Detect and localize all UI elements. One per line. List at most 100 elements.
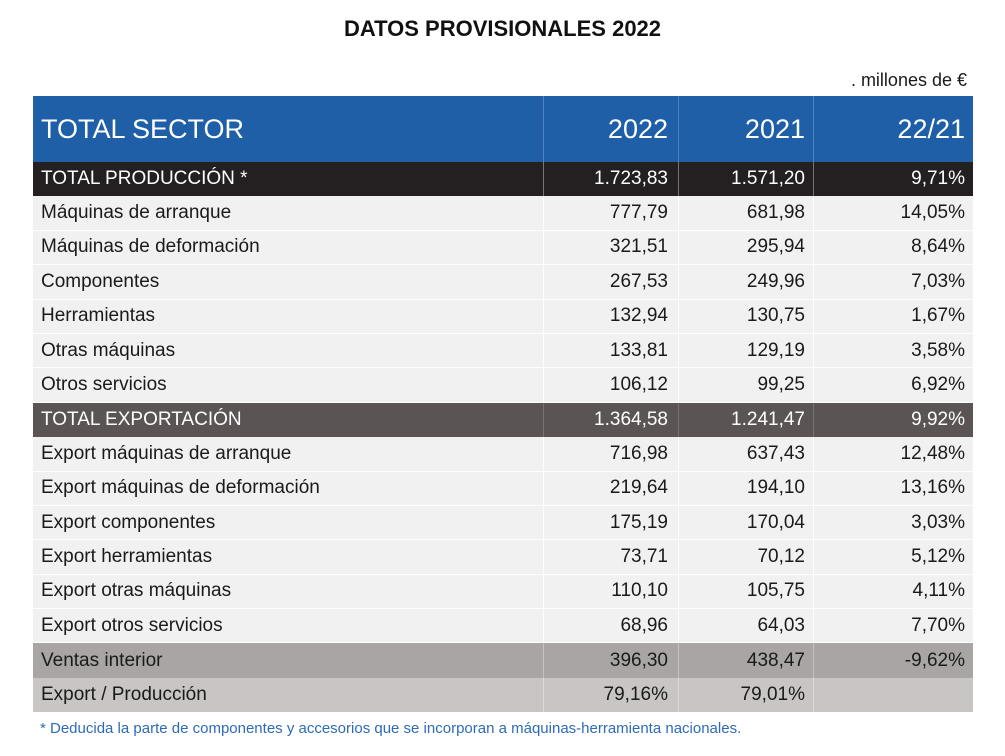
row-2022: 132,94 xyxy=(609,305,668,327)
row-label: Export otros servicios xyxy=(41,614,223,636)
row-2021: 105,75 xyxy=(746,580,805,602)
row-2022-cell: 133,81 xyxy=(544,333,679,368)
row-2022-cell: 396,30 xyxy=(544,643,679,678)
table-row-total-exportacion: TOTAL EXPORTACIÓN 1.364,58 1.241,47 9,92… xyxy=(33,402,973,438)
row-2022-cell: 219,64 xyxy=(544,471,679,505)
row-label: Export máquinas de arranque xyxy=(41,442,292,464)
row-2021: 129,19 xyxy=(746,339,805,361)
header-2021: 2021 xyxy=(744,113,805,144)
row-label: Otros servicios xyxy=(41,374,167,396)
row-2022: 716,98 xyxy=(609,442,668,464)
row-label: TOTAL PRODUCCIÓN * xyxy=(41,168,248,190)
row-label-cell: Herramientas xyxy=(33,299,544,333)
row-2021-cell: 1.241,47 xyxy=(679,402,814,438)
row-2022: 106,12 xyxy=(609,374,668,396)
row-ratio-cell: 13,16% xyxy=(814,472,973,505)
row-2021-cell: 129,19 xyxy=(679,333,814,368)
row-2022-cell: 716,98 xyxy=(544,437,679,471)
table-row: Export máquinas de arranque 716,98 637,4… xyxy=(33,437,973,472)
row-ratio-cell: 7,70% xyxy=(814,609,973,642)
row-label-cell: Otros servicios xyxy=(33,368,544,402)
row-ratio-cell: 9,71% xyxy=(814,162,973,196)
row-2021: 1.241,47 xyxy=(731,408,805,430)
row-2022-cell: 110,10 xyxy=(544,574,679,609)
header-cell-2021: 2021 xyxy=(679,96,814,162)
row-label-cell: Máquinas de arranque xyxy=(33,196,544,230)
table-row: Otras máquinas 133,81 129,19 3,58% xyxy=(33,333,973,369)
row-label-cell: Export otras máquinas xyxy=(33,574,544,609)
row-2022: 321,51 xyxy=(609,236,668,258)
row-ratio-cell: 3,58% xyxy=(814,334,973,367)
row-2022-cell: 1.723,83 xyxy=(544,162,679,197)
row-ratio: 1,67% xyxy=(911,305,965,327)
row-label-cell: Ventas interior xyxy=(33,643,544,678)
row-label-cell: Máquinas de deformación xyxy=(33,230,544,265)
row-2021-cell: 637,43 xyxy=(679,437,814,471)
row-label-cell: Export otros servicios xyxy=(33,609,544,643)
row-2021-cell: 1.571,20 xyxy=(679,162,814,197)
row-label: Export componentes xyxy=(41,511,216,533)
row-ratio-cell: 9,92% xyxy=(814,403,973,437)
data-table: TOTAL SECTOR 2022 2021 22/21 TOTAL PRODU… xyxy=(33,96,973,713)
row-ratio: 5,12% xyxy=(911,545,965,567)
row-2022: 79,16% xyxy=(603,684,668,706)
row-2022-cell: 267,53 xyxy=(544,265,679,299)
row-2022: 1.723,83 xyxy=(594,168,668,190)
row-2022-cell: 79,16% xyxy=(544,677,679,713)
table-row: Componentes 267,53 249,96 7,03% xyxy=(33,265,973,300)
row-ratio: 9,71% xyxy=(911,168,965,190)
header-2022: 2022 xyxy=(607,113,668,144)
row-2022: 267,53 xyxy=(609,270,668,292)
row-2021-cell: 295,94 xyxy=(679,230,814,265)
row-2021-cell: 105,75 xyxy=(679,574,814,609)
row-ratio: 3,58% xyxy=(911,339,965,361)
row-2021: 79,01% xyxy=(740,684,805,706)
row-label-cell: TOTAL PRODUCCIÓN * xyxy=(33,162,544,197)
table-header-row: TOTAL SECTOR 2022 2021 22/21 xyxy=(33,96,973,162)
row-ratio-cell: -9,62% xyxy=(814,643,973,677)
table-row: Máquinas de arranque 777,79 681,98 14,05… xyxy=(33,196,973,231)
table-row-export-produccion: Export / Producción 79,16% 79,01% xyxy=(33,677,973,713)
row-2021-cell: 249,96 xyxy=(679,265,814,299)
row-2022: 396,30 xyxy=(609,649,668,671)
table-row: Export otros servicios 68,96 64,03 7,70% xyxy=(33,609,973,644)
row-ratio-cell: 3,03% xyxy=(814,506,973,539)
row-label: Export máquinas de deformación xyxy=(41,477,320,499)
header-cell-label: TOTAL SECTOR xyxy=(33,96,544,162)
row-label: Otras máquinas xyxy=(41,339,176,361)
row-2021: 170,04 xyxy=(746,511,805,533)
row-2022-cell: 175,19 xyxy=(544,505,679,540)
row-2022: 110,10 xyxy=(611,580,668,602)
row-ratio-cell: 5,12% xyxy=(814,540,973,573)
row-ratio-cell: 6,92% xyxy=(814,368,973,401)
row-2022: 219,64 xyxy=(609,477,668,499)
row-label: Herramientas xyxy=(41,305,156,327)
row-label: Máquinas de arranque xyxy=(41,202,232,224)
row-ratio-cell: 4,11% xyxy=(814,575,973,608)
row-2022-cell: 68,96 xyxy=(544,609,679,643)
row-2022-cell: 132,94 xyxy=(544,299,679,333)
row-2021: 295,94 xyxy=(746,236,805,258)
row-2022: 73,71 xyxy=(620,545,668,567)
table-row: Export herramientas 73,71 70,12 5,12% xyxy=(33,540,973,575)
row-ratio: 7,70% xyxy=(911,614,965,636)
row-2022: 133,81 xyxy=(609,339,668,361)
row-ratio: 6,92% xyxy=(911,374,965,396)
row-ratio-cell: 12,48% xyxy=(814,437,973,470)
row-ratio: 8,64% xyxy=(911,236,965,258)
row-label-cell: Export componentes xyxy=(33,505,544,540)
row-2022-cell: 777,79 xyxy=(544,196,679,230)
row-2021: 194,10 xyxy=(746,477,805,499)
row-2021-cell: 99,25 xyxy=(679,368,814,402)
row-label-cell: Export máquinas de deformación xyxy=(33,471,544,505)
row-2021-cell: 130,75 xyxy=(679,299,814,333)
row-2022: 68,96 xyxy=(620,614,668,636)
row-2021: 99,25 xyxy=(757,374,805,396)
row-2021: 64,03 xyxy=(757,614,805,636)
row-label-cell: Export máquinas de arranque xyxy=(33,437,544,471)
row-ratio-cell: 8,64% xyxy=(814,231,973,264)
row-2021: 637,43 xyxy=(746,442,805,464)
row-label-cell: Componentes xyxy=(33,265,544,299)
row-2021: 249,96 xyxy=(746,270,805,292)
row-2021: 70,12 xyxy=(757,545,805,567)
